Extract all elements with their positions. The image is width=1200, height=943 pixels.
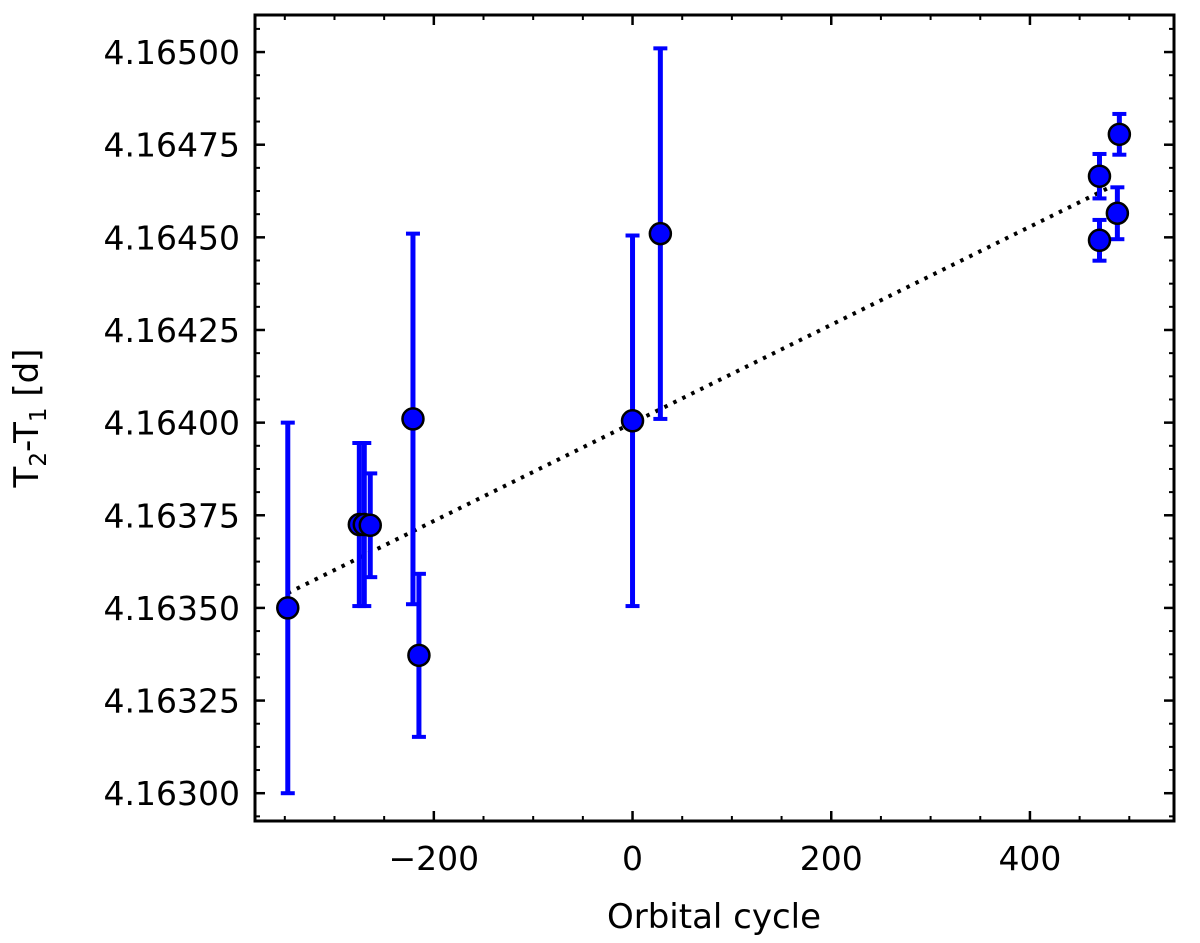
y-tick-label: 4.16400 <box>104 404 240 443</box>
data-point <box>1087 228 1112 253</box>
y-tick-label: 4.16350 <box>104 589 240 628</box>
y-label-sub1: 2 <box>26 452 52 467</box>
y-tick-label: 4.16475 <box>104 126 240 165</box>
x-tick-label: −200 <box>389 839 480 878</box>
x-tick-label: 400 <box>998 839 1061 878</box>
data-point <box>401 407 425 431</box>
x-tick-label: 200 <box>800 839 863 878</box>
data-point <box>1087 164 1112 188</box>
data-point <box>1107 122 1132 147</box>
y-tick-label: 4.16425 <box>104 311 240 350</box>
y-tick-label: 4.16300 <box>104 774 240 813</box>
y-label-base: T <box>7 466 47 488</box>
data-markers <box>276 122 1132 668</box>
fit-line <box>286 186 1109 595</box>
data-point <box>648 221 673 246</box>
y-tick-label: 4.16375 <box>104 496 240 535</box>
x-tick-labels: −200 0 200 400 <box>389 839 1062 878</box>
data-point <box>620 409 645 433</box>
data-point <box>276 596 300 620</box>
y-axis-label: T2-T1 [d] <box>7 349 52 489</box>
y-tick-label: 4.16500 <box>104 33 240 72</box>
y-tick-labels: 4.16300 4.16325 4.16350 4.16375 4.16400 4.164… <box>104 33 240 813</box>
y-label-unit: [d] <box>7 349 47 408</box>
data-point <box>407 643 431 668</box>
y-tick-label: 4.16325 <box>104 682 240 721</box>
x-axis-label: Orbital cycle <box>607 897 821 937</box>
minor-ticks <box>255 15 1174 821</box>
data-point <box>1105 201 1130 226</box>
y-label-sub2: 1 <box>26 407 52 422</box>
major-ticks <box>255 15 1174 821</box>
y-tick-label: 4.16450 <box>104 218 240 257</box>
x-tick-label: 0 <box>622 839 643 878</box>
data-point <box>358 513 382 538</box>
plot-frame <box>253 13 1176 823</box>
y-label-mid: -T <box>7 422 47 452</box>
